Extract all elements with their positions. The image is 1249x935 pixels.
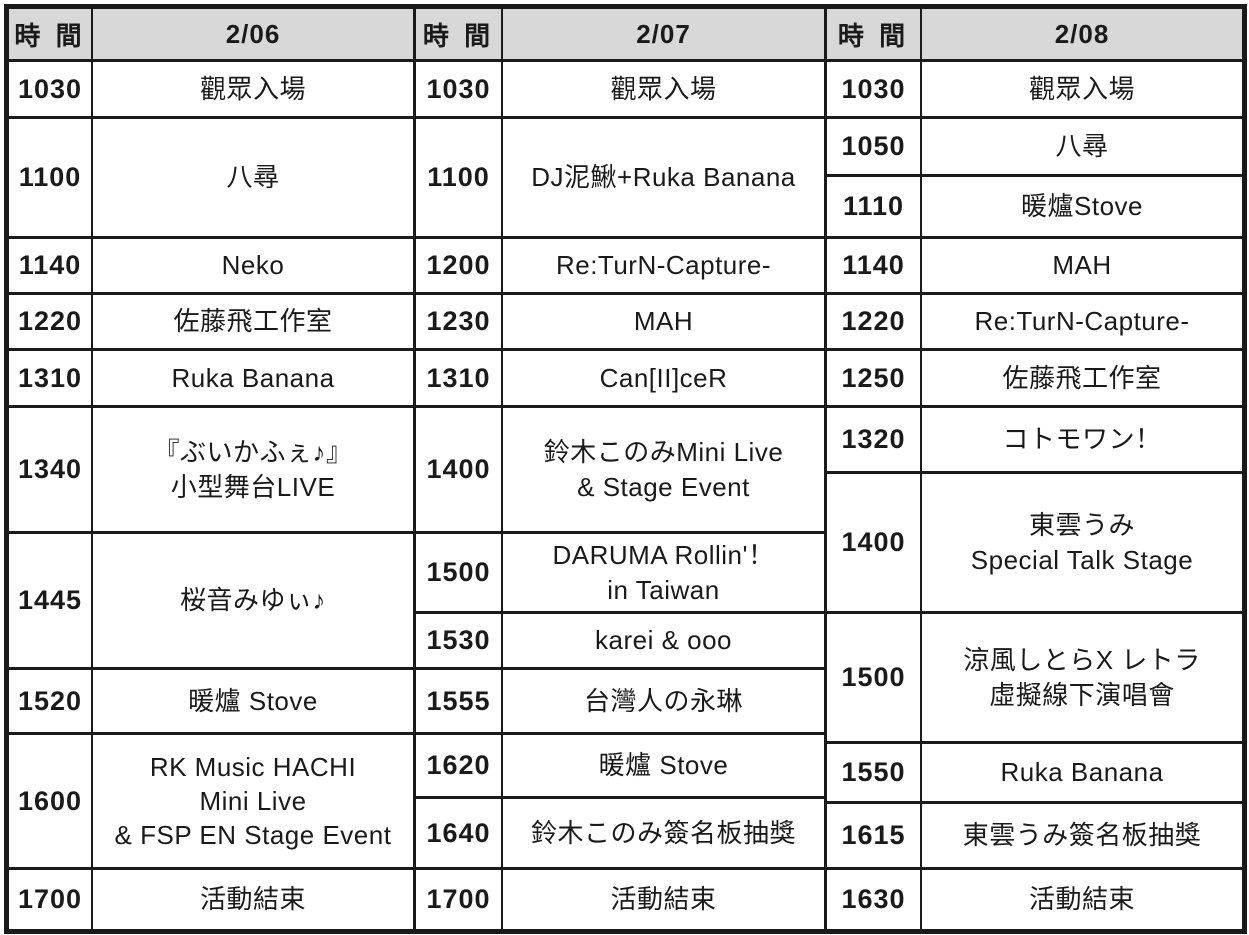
- event-cell: 暖爐 Stove: [503, 735, 824, 799]
- time-cell: 1320: [827, 408, 922, 474]
- time-cell: 1620: [416, 735, 503, 799]
- time-cell: 1030: [9, 62, 93, 119]
- time-cell: 1500: [827, 614, 922, 744]
- time-cell: 1400: [827, 474, 922, 614]
- time-cell: 1200: [416, 239, 503, 295]
- time-cell: 1445: [9, 534, 93, 670]
- time-cell: 1700: [416, 870, 503, 929]
- time-cell: 1310: [416, 351, 503, 408]
- time-cell: 1615: [827, 804, 922, 870]
- day-table-3: 時 間 2/08 1030 觀眾入場 1050 八尋 1110 暖爐Stove 1140 MAH 1…: [827, 9, 1242, 929]
- event-cell: Ruka Banana: [922, 744, 1242, 804]
- event-cell: コトモワン！: [922, 408, 1242, 474]
- event-cell: 佐藤飛工作室: [922, 351, 1242, 408]
- event-cell: 鈴木このみMini Live & Stage Event: [503, 408, 824, 534]
- event-cell: RK Music HACHI Mini Live & FSP EN Stage …: [93, 735, 413, 870]
- event-cell: 鈴木このみ簽名板抽獎: [503, 799, 824, 870]
- time-cell: 1700: [9, 870, 93, 929]
- event-cell: DJ泥鰍+Ruka Banana: [503, 119, 824, 239]
- event-cell: 八尋: [922, 119, 1242, 177]
- time-cell: 1600: [9, 735, 93, 870]
- time-cell: 1220: [9, 295, 93, 351]
- time-cell: 1250: [827, 351, 922, 408]
- event-cell: Neko: [93, 239, 413, 295]
- event-cell: 台灣人の永琳: [503, 670, 824, 735]
- time-cell: 1400: [416, 408, 503, 534]
- event-cell: 活動結束: [503, 870, 824, 929]
- time-cell: 1110: [827, 177, 922, 239]
- date-header: 2/07: [503, 9, 824, 62]
- time-cell: 1520: [9, 670, 93, 735]
- time-header: 時 間: [827, 9, 922, 62]
- event-cell: 觀眾入場: [503, 62, 824, 119]
- day-table-2: 時 間 2/07 1030 觀眾入場 1100 DJ泥鰍+Ruka Banana 1200 R…: [416, 9, 827, 929]
- event-cell: 『ぶいかふぇ♪』 小型舞台LIVE: [93, 408, 413, 534]
- event-cell: 佐藤飛工作室: [93, 295, 413, 351]
- time-cell: 1140: [827, 239, 922, 295]
- time-cell: 1050: [827, 119, 922, 177]
- time-cell: 1310: [9, 351, 93, 408]
- event-cell: Ruka Banana: [93, 351, 413, 408]
- event-cell: 觀眾入場: [922, 62, 1242, 119]
- event-cell: Can[II]ceR: [503, 351, 824, 408]
- event-cell: Re:TurN-Capture-: [503, 239, 824, 295]
- time-cell: 1630: [827, 870, 922, 929]
- event-cell: karei & ooo: [503, 614, 824, 670]
- time-cell: 1220: [827, 295, 922, 351]
- time-cell: 1550: [827, 744, 922, 804]
- event-cell: 東雲うみ簽名板抽獎: [922, 804, 1242, 870]
- event-cell: Re:TurN-Capture-: [922, 295, 1242, 351]
- time-header: 時 間: [9, 9, 93, 62]
- time-cell: 1640: [416, 799, 503, 870]
- time-cell: 1500: [416, 534, 503, 614]
- time-cell: 1530: [416, 614, 503, 670]
- time-cell: 1555: [416, 670, 503, 735]
- event-cell: DARUMA Rollin'！ in Taiwan: [503, 534, 824, 614]
- date-header: 2/08: [922, 9, 1242, 62]
- event-cell: 觀眾入場: [93, 62, 413, 119]
- date-header: 2/06: [93, 9, 413, 62]
- time-cell: 1340: [9, 408, 93, 534]
- time-cell: 1230: [416, 295, 503, 351]
- event-cell: 暖爐Stove: [922, 177, 1242, 239]
- event-cell: 活動結束: [93, 870, 413, 929]
- time-header: 時 間: [416, 9, 503, 62]
- day-table-1: 時 間 2/06 1030 觀眾入場 1100 八尋 1140 Neko 1220 佐藤飛工作室 1…: [9, 9, 416, 929]
- event-cell: 活動結束: [922, 870, 1242, 929]
- event-cell: 涼風しとらX レトラ 虛擬線下演唱會: [922, 614, 1242, 744]
- time-cell: 1100: [9, 119, 93, 239]
- time-cell: 1030: [827, 62, 922, 119]
- time-cell: 1100: [416, 119, 503, 239]
- event-cell: MAH: [922, 239, 1242, 295]
- schedule-table: 時 間 2/06 1030 觀眾入場 1100 八尋 1140 Neko 1220 佐藤飛工作室 1…: [4, 4, 1247, 934]
- time-cell: 1030: [416, 62, 503, 119]
- event-cell: 東雲うみ Special Talk Stage: [922, 474, 1242, 614]
- event-cell: 暖爐 Stove: [93, 670, 413, 735]
- event-cell: 八尋: [93, 119, 413, 239]
- time-cell: 1140: [9, 239, 93, 295]
- event-cell: 桜音みゆぃ♪: [93, 534, 413, 670]
- event-cell: MAH: [503, 295, 824, 351]
